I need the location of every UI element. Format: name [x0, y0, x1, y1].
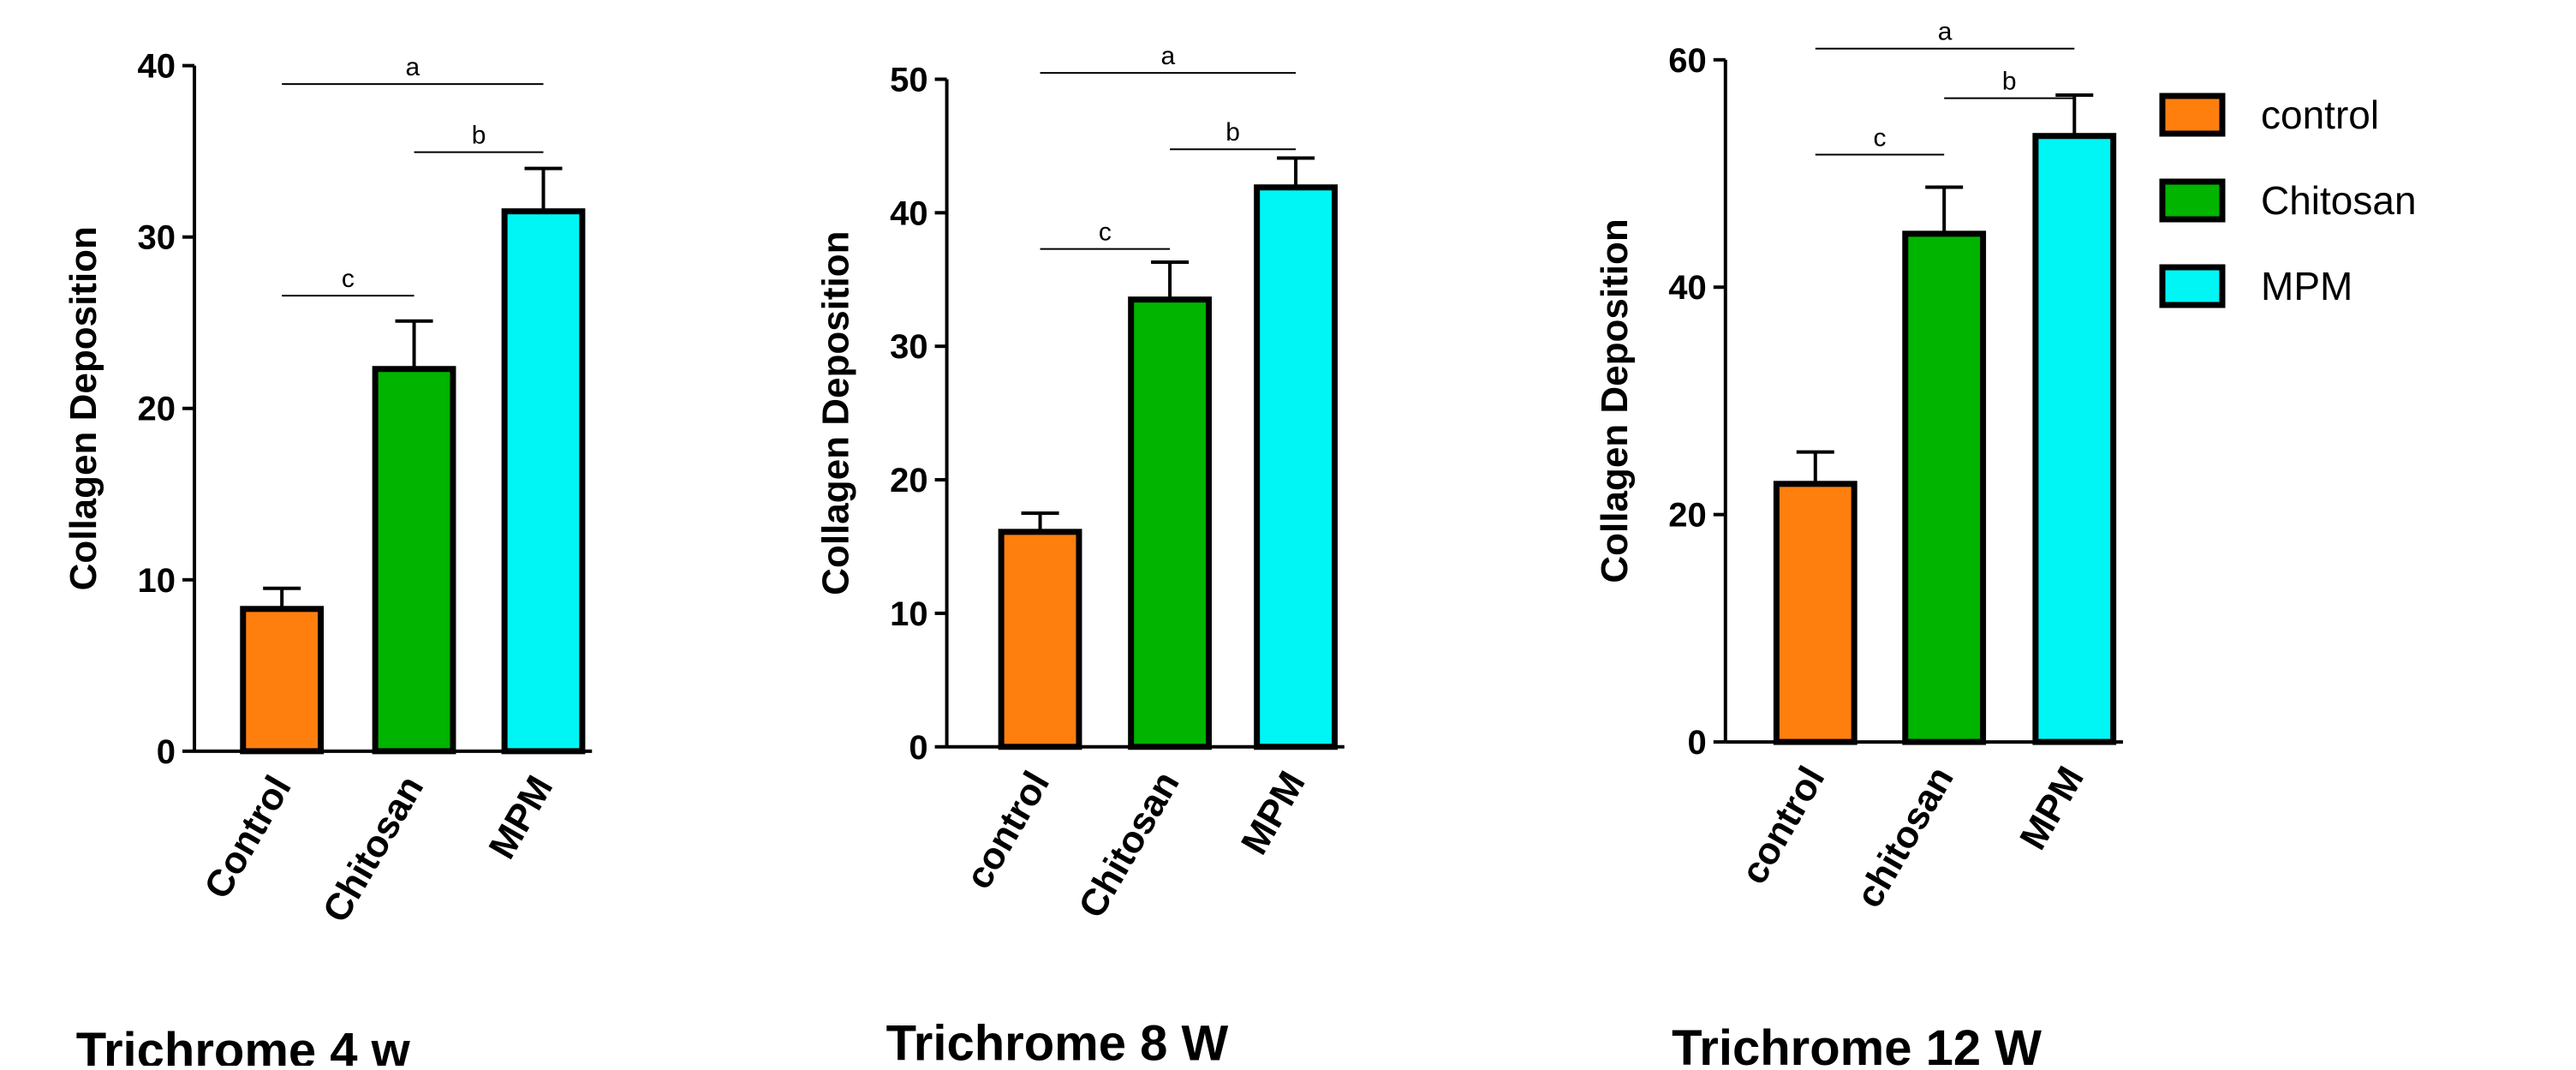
- category-label: chitosan: [1848, 760, 1962, 915]
- bar-mpm: [501, 208, 586, 755]
- category-label: control: [1732, 760, 1833, 892]
- bar-chitosan: [1902, 230, 1987, 745]
- y-tick-label: 30: [138, 219, 176, 257]
- y-tick-label: 0: [909, 729, 927, 767]
- y-tick-label: 30: [890, 328, 928, 366]
- y-tick-label: 60: [1668, 42, 1707, 80]
- legend-label: control: [2261, 93, 2379, 137]
- y-axis-label: Collagen Deposition: [815, 230, 857, 595]
- category-label: Chitosan: [315, 768, 432, 930]
- significance-label: c: [342, 265, 355, 293]
- bar-control: [1773, 481, 1857, 745]
- y-tick-label: 40: [1668, 269, 1707, 307]
- category-label: Chitosan: [1070, 764, 1188, 925]
- y-tick-label: 50: [890, 62, 928, 99]
- legend-swatch: [2159, 93, 2226, 137]
- significance-label: b: [472, 121, 486, 149]
- category-label: Control: [196, 768, 300, 906]
- significance-label: a: [1938, 18, 1953, 46]
- y-tick-label: 40: [890, 194, 928, 232]
- legend-label: MPM: [2261, 264, 2352, 308]
- panel-title: Trichrome 8 W: [886, 1015, 1229, 1066]
- significance-label: c: [1873, 123, 1886, 152]
- y-tick-label: 40: [138, 48, 176, 86]
- bar-mpm: [2032, 133, 2117, 745]
- category-label: MPM: [2012, 760, 2092, 857]
- category-label: MPM: [1233, 764, 1314, 861]
- panel-title: Trichrome 4 w: [76, 1023, 411, 1066]
- y-tick-label: 20: [1668, 497, 1707, 535]
- bar-mpm: [1254, 184, 1338, 750]
- bar-chitosan: [1128, 296, 1212, 750]
- y-tick-label: 20: [138, 391, 176, 428]
- category-label: MPM: [480, 768, 561, 865]
- panel-title-note: a: [1054, 1062, 1068, 1066]
- legend-label: Chitosan: [2261, 178, 2417, 223]
- bar-control: [998, 529, 1082, 750]
- category-label: control: [957, 764, 1058, 896]
- y-tick-label: 0: [1688, 724, 1707, 762]
- y-tick-label: 20: [890, 462, 928, 499]
- panel-title: Trichrome 12 W: [1672, 1020, 2042, 1066]
- y-axis-label: Collagen Deposition: [63, 226, 104, 590]
- bar-chitosan: [372, 366, 456, 755]
- legend-swatch: [2159, 178, 2226, 223]
- y-axis-label: Collagen Deposition: [1594, 218, 1636, 583]
- bar-control: [240, 606, 325, 755]
- significance-label: a: [1160, 42, 1175, 70]
- y-tick-label: 10: [138, 562, 176, 600]
- significance-label: b: [1225, 118, 1240, 146]
- legend-swatch: [2159, 264, 2226, 308]
- significance-label: a: [406, 53, 420, 81]
- significance-label: c: [1099, 218, 1112, 246]
- y-tick-label: 10: [890, 595, 928, 633]
- y-tick-label: 0: [157, 733, 176, 771]
- significance-label: b: [2002, 67, 2017, 95]
